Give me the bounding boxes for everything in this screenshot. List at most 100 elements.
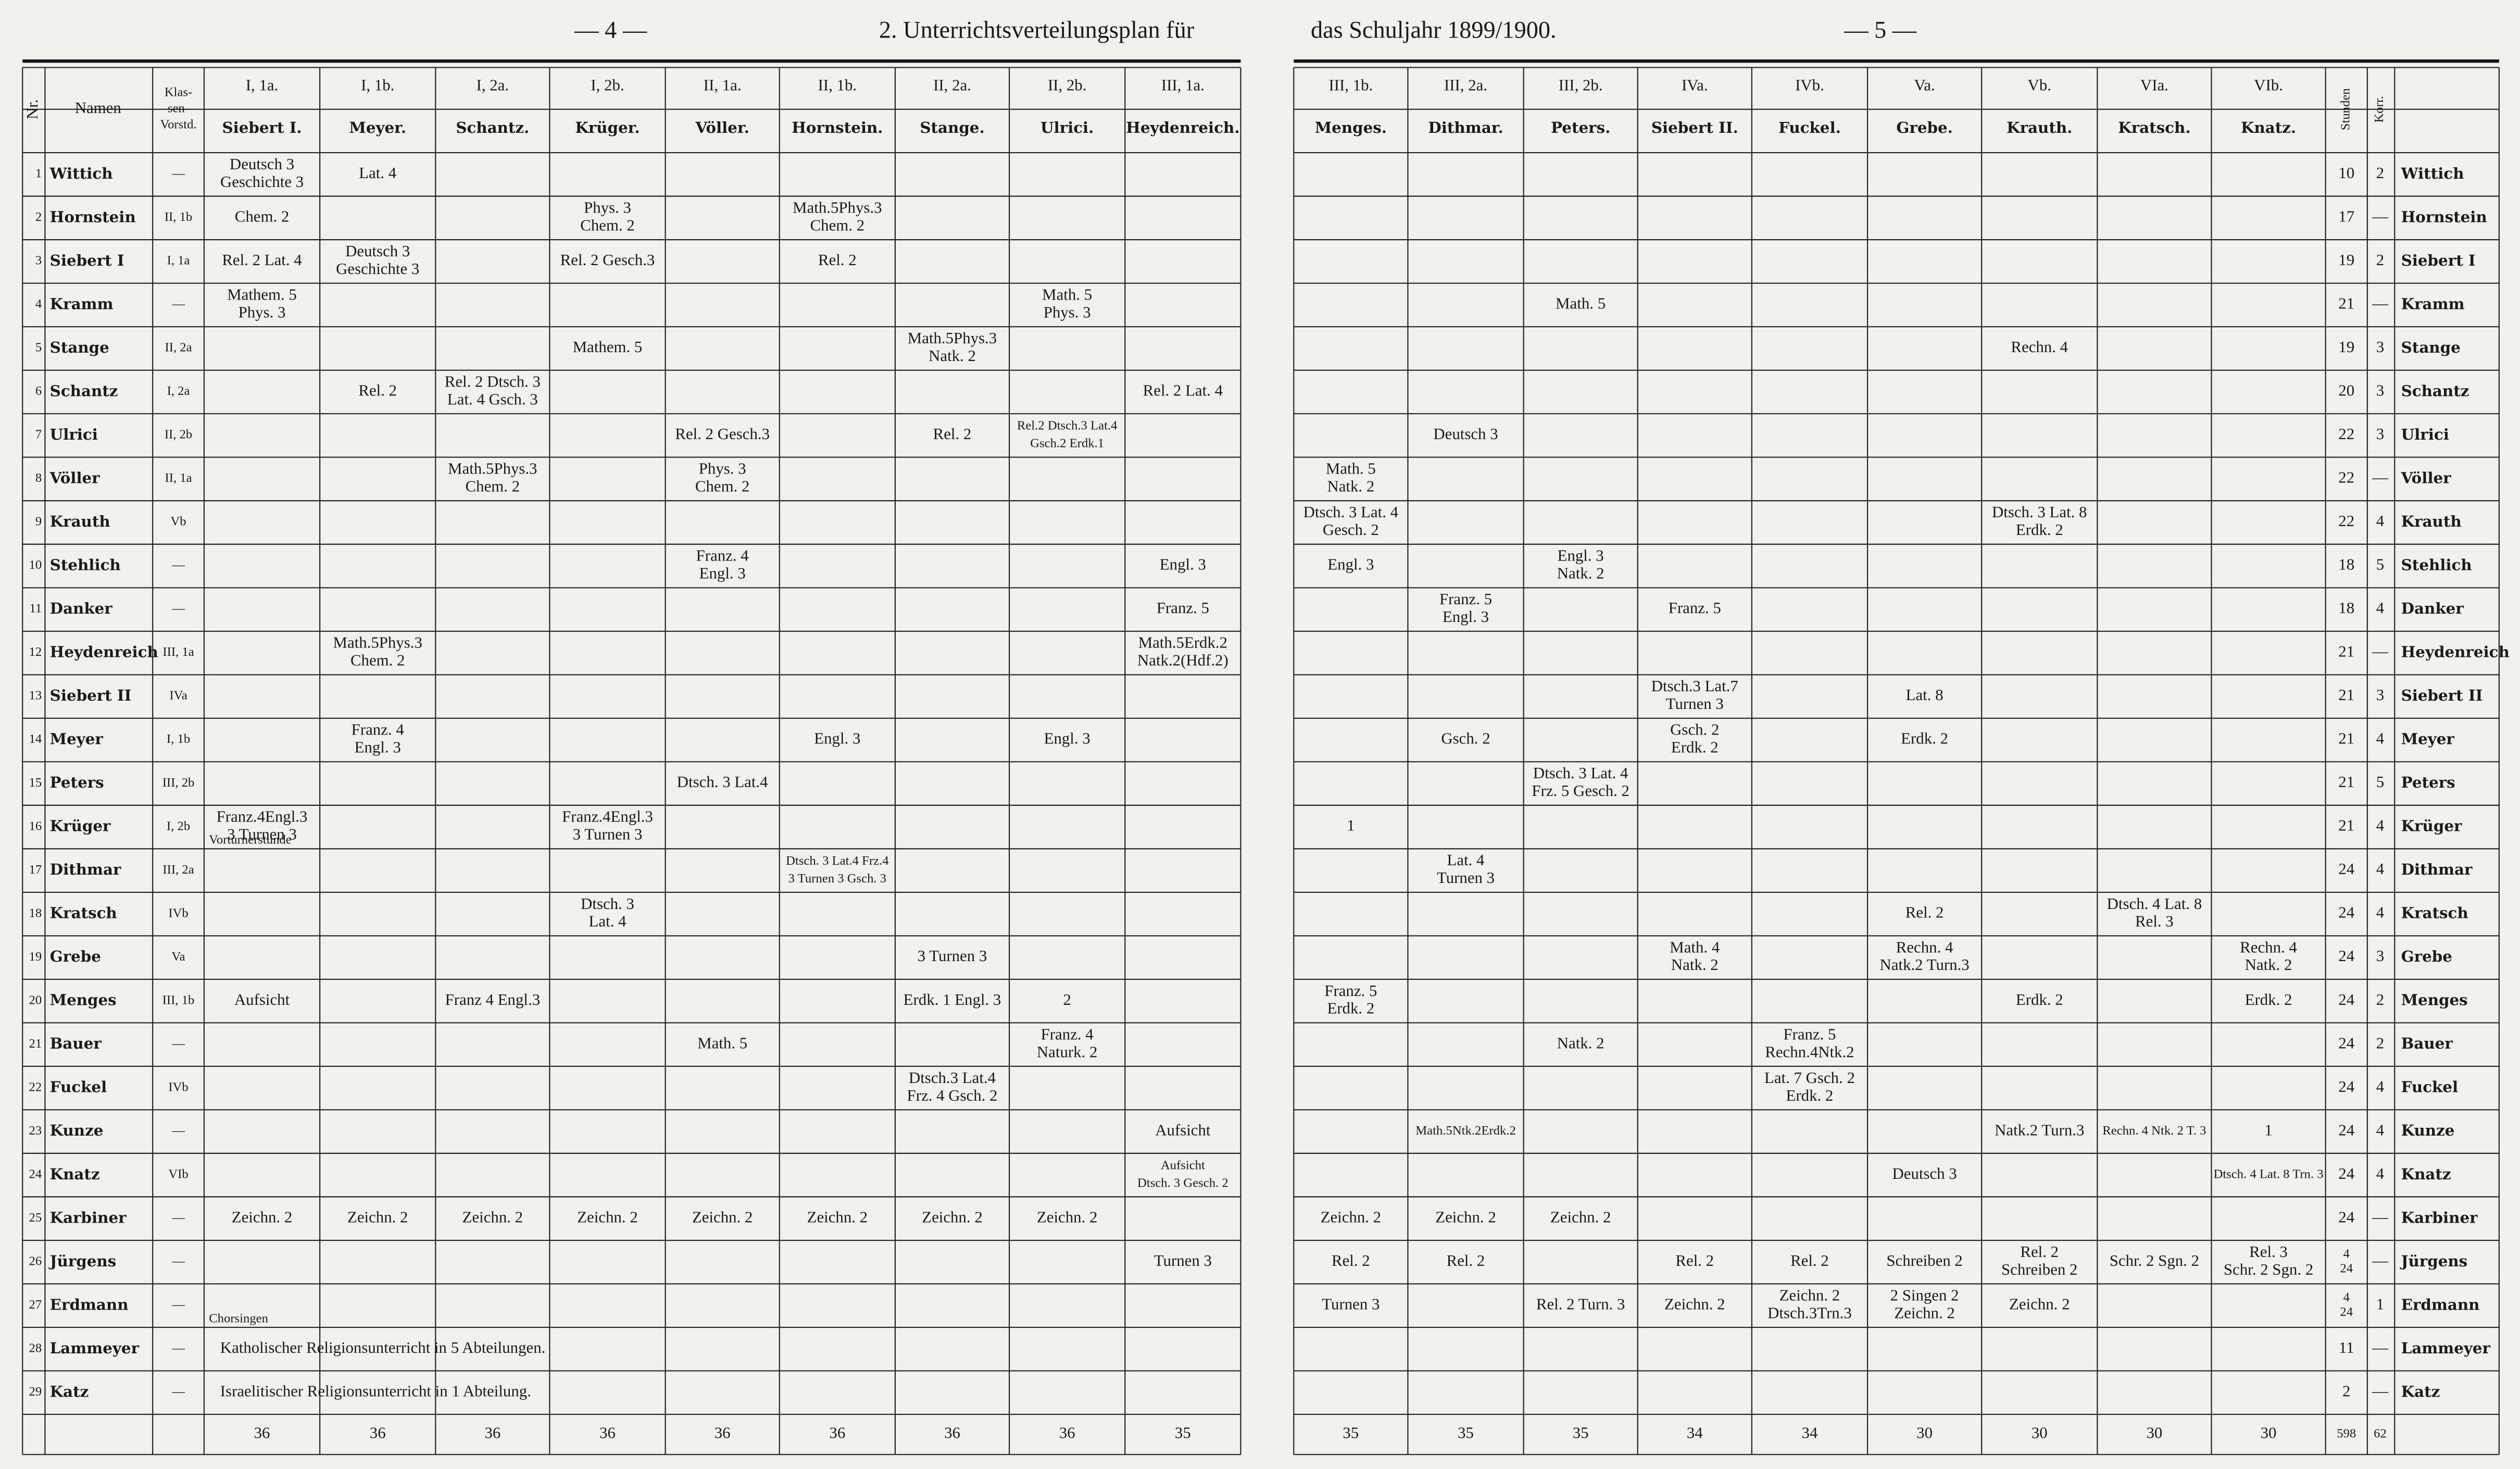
cell-text: Rel. 2 Gesch.3 bbox=[675, 425, 770, 443]
hours: 19 bbox=[2338, 251, 2354, 269]
corrections: 5 bbox=[2376, 773, 2384, 791]
cell-text: Franz.4Engl.3 bbox=[562, 808, 653, 826]
cell-text: Chem. 2 bbox=[350, 652, 405, 669]
cell-text: Engl. 3 bbox=[1160, 556, 1206, 574]
cell-text: Rel.2 Dtsch.3 Lat.4 bbox=[1017, 419, 1118, 433]
total: 62 bbox=[2374, 1426, 2387, 1440]
total: 34 bbox=[1687, 1424, 1703, 1442]
cell-text: Lat. 7 Gsch. 2 bbox=[1764, 1069, 1855, 1087]
cell-text: Aufsicht bbox=[1161, 1158, 1205, 1172]
row-number: 29 bbox=[29, 1385, 42, 1399]
cell-text: Geschichte 3 bbox=[220, 173, 304, 191]
total: 36 bbox=[829, 1424, 845, 1442]
class-label: III, 1b. bbox=[1328, 77, 1373, 94]
row-number: 4 bbox=[35, 297, 42, 311]
cell-text: Rel. 2 Gesch.3 bbox=[560, 251, 655, 269]
teacher-name: Karbiner bbox=[2401, 1208, 2478, 1226]
hours: 18 bbox=[2338, 556, 2354, 574]
cell-text: Engl. 3 bbox=[814, 730, 860, 748]
teacher-name: Kratsch bbox=[2401, 904, 2468, 922]
teacher-name: Ulrici bbox=[2401, 425, 2449, 443]
teacher-name: Bauer bbox=[50, 1034, 102, 1052]
cell-text: Zeichn. 2 bbox=[1550, 1208, 1611, 1226]
cell-text: Zeichn. 2 bbox=[1037, 1208, 1097, 1226]
teacher-name: Völler bbox=[49, 468, 100, 487]
cell-text: Natk. 2 bbox=[1557, 1034, 1604, 1052]
cell-text: Erdk. 2 bbox=[2016, 991, 2063, 1009]
teacher-name: Erdmann bbox=[50, 1295, 129, 1313]
hours: 24 bbox=[2338, 991, 2354, 1009]
corrections: 2 bbox=[2376, 251, 2384, 269]
teacher-name: Jürgens bbox=[48, 1252, 117, 1270]
note-wide: Israelitischer Religionsunterricht in 1 … bbox=[220, 1382, 531, 1400]
teacher-name: Meyer bbox=[2401, 730, 2455, 748]
corrections: 5 bbox=[2376, 556, 2384, 574]
teacher-name: Knatz bbox=[50, 1165, 100, 1183]
teacher-name: Siebert I bbox=[50, 251, 124, 269]
cell-text: Rel. 2 bbox=[358, 382, 397, 400]
row-number: 1 bbox=[35, 167, 42, 181]
cell-text: Engl. 3 bbox=[1443, 608, 1489, 626]
cell-text: Rel. 2 bbox=[1332, 1252, 1370, 1269]
cell-text: Math. 5 bbox=[1326, 460, 1376, 478]
cell-text: Turnen 3 bbox=[1666, 695, 1724, 713]
cell-text: Natk. 2 bbox=[929, 347, 976, 365]
row-number: 28 bbox=[29, 1341, 42, 1355]
teacher-name: Krüger bbox=[50, 817, 111, 835]
corrections: 2 bbox=[2376, 1034, 2384, 1052]
class-teacher: Kratsch. bbox=[2118, 118, 2190, 136]
class-label: III, 1a. bbox=[1161, 77, 1205, 94]
row-number: 25 bbox=[29, 1211, 42, 1225]
cell-text: Zeichn. 2 bbox=[577, 1208, 637, 1226]
cell-text: Dtsch.3 Lat.4 bbox=[909, 1069, 996, 1087]
teacher-name: Heydenreich bbox=[50, 643, 158, 661]
cell-text: Erdk. 2 bbox=[2016, 521, 2063, 539]
cell-text: Erdk. 2 bbox=[1671, 739, 1719, 756]
class-teacher: Hornstein. bbox=[792, 118, 883, 136]
cell-text: Chem. 2 bbox=[810, 216, 865, 234]
cell-text: Zeichn. 2 bbox=[462, 1208, 523, 1226]
hours: 21 bbox=[2338, 686, 2354, 704]
teacher-name: Danker bbox=[50, 599, 113, 617]
cell-text: Dtsch. 3 Lat. 8 bbox=[1992, 503, 2087, 521]
cell-text: Turnen 3 bbox=[1322, 1295, 1380, 1313]
teacher-name: Fuckel bbox=[2401, 1078, 2459, 1096]
teacher-name: Bauer bbox=[2401, 1034, 2453, 1052]
cell-text: Zeichn. 2 bbox=[807, 1208, 868, 1226]
vorstand: — bbox=[171, 1341, 185, 1355]
class-label: IVa. bbox=[1682, 77, 1708, 94]
cell-text: 2 Singen 2 bbox=[1890, 1286, 1959, 1304]
class-teacher: Meyer. bbox=[349, 118, 406, 136]
corrections: 4 bbox=[2376, 1078, 2384, 1095]
vorstand: — bbox=[171, 167, 185, 181]
teacher-name: Knatz bbox=[2401, 1165, 2451, 1183]
cell-text: Zeichn. 2 bbox=[347, 1208, 408, 1226]
vorstand: — bbox=[171, 1211, 185, 1225]
teacher-name: Ulrici bbox=[50, 425, 98, 443]
teacher-name: Peters bbox=[2401, 773, 2455, 791]
class-teacher: Grebe. bbox=[1896, 118, 1952, 136]
corrections: 4 bbox=[2376, 730, 2384, 748]
corrections: 4 bbox=[2376, 1121, 2384, 1139]
cell-text: 24 bbox=[2340, 1305, 2353, 1319]
cell-text: Rechn. 4 Ntk. 2 T. 3 bbox=[2102, 1124, 2206, 1138]
corrections: 3 bbox=[2376, 382, 2384, 400]
teacher-name: Siebert II bbox=[2401, 686, 2483, 704]
row-number: 6 bbox=[35, 384, 42, 398]
corrections: 4 bbox=[2376, 860, 2384, 878]
row-number: 9 bbox=[35, 515, 42, 529]
vorstand: — bbox=[171, 297, 185, 311]
cell-text: Engl. 3 bbox=[1327, 556, 1374, 574]
teacher-name: Menges bbox=[50, 991, 117, 1009]
cell-text: Rel. 3 bbox=[2249, 1243, 2288, 1261]
header: Namen bbox=[75, 99, 121, 117]
teacher-name: Stehlich bbox=[2401, 556, 2472, 574]
row-number: 17 bbox=[29, 863, 42, 877]
cell-text: Natk. 2 bbox=[1327, 478, 1374, 495]
cell-text: Rel. 2 bbox=[1447, 1252, 1485, 1269]
teacher-name: Meyer bbox=[50, 730, 104, 748]
cell-text: Franz. 4 bbox=[352, 721, 404, 739]
hours: 22 bbox=[2338, 425, 2354, 443]
cell-text: Zeichn. 2 bbox=[232, 1208, 292, 1226]
corrections: 3 bbox=[2376, 338, 2384, 356]
